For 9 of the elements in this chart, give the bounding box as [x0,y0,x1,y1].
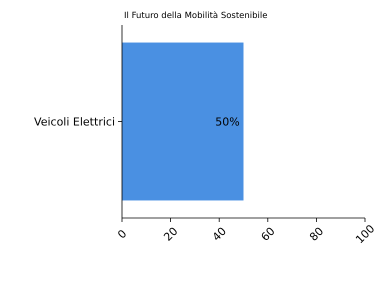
x-tick-label: 60 [258,224,278,244]
chart-title: Il Futuro della Mobilità Sostenibile [124,11,268,21]
x-tick-label: 100 [353,222,378,246]
data-label: 50% [215,115,240,128]
y-tick-label: Veicoli Elettrici [34,115,115,128]
x-tick-label: 80 [307,224,326,244]
x-tick-label: 0 [115,227,130,242]
x-tick-label: 40 [210,224,229,244]
x-tick-label: 20 [161,224,180,244]
